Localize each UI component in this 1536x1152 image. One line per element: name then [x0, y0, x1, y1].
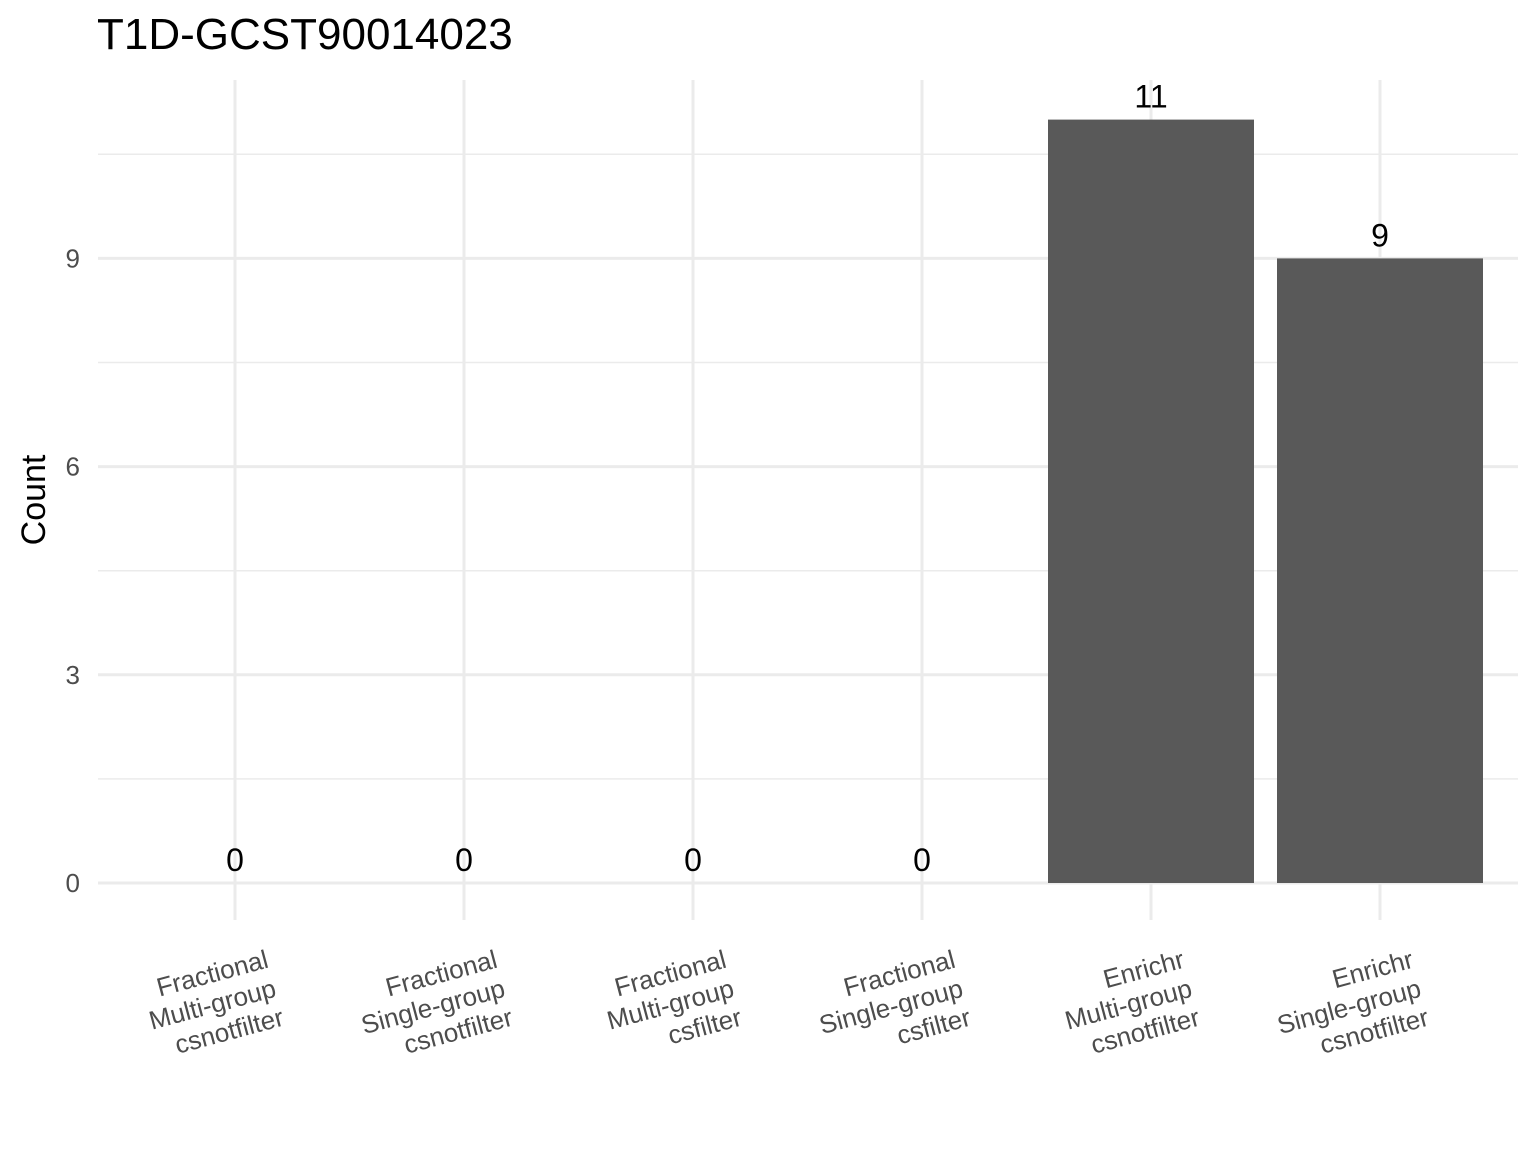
data-label: 9 [1371, 217, 1389, 253]
data-label: 0 [913, 842, 931, 878]
y-tick-label: 3 [66, 660, 80, 690]
chart-title: T1D-GCST90014023 [97, 10, 513, 59]
y-axis-title: Count [15, 454, 53, 545]
data-label: 11 [1134, 79, 1167, 115]
data-label: 0 [455, 842, 473, 878]
bars [1048, 119, 1483, 884]
bar [1048, 119, 1254, 884]
bar [1277, 258, 1483, 883]
data-label: 0 [684, 842, 702, 878]
y-axis: 0 3 6 9 [66, 243, 80, 898]
y-tick-label: 9 [66, 243, 80, 273]
y-tick-label: 0 [66, 868, 80, 898]
y-tick-label: 6 [66, 452, 80, 482]
data-label: 0 [226, 842, 244, 878]
data-labels: 0 0 0 0 11 9 [226, 79, 1389, 878]
